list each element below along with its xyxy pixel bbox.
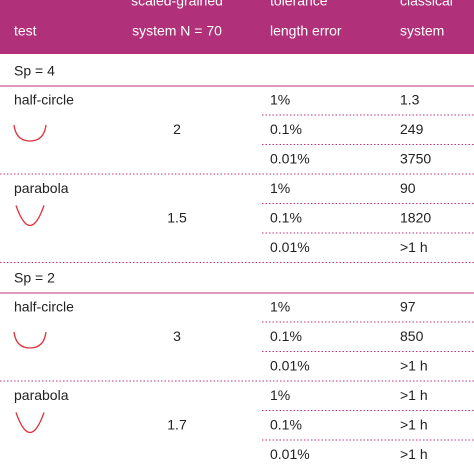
classical: 90 — [400, 180, 416, 196]
tolerance: 0.1% — [270, 328, 302, 344]
tolerance: 0.01% — [270, 446, 310, 462]
header-top: scaled-grained — [131, 0, 223, 9]
classical: 1820 — [400, 210, 431, 226]
test-name: half-circle — [14, 92, 74, 108]
classical: >1 h — [400, 446, 428, 462]
shape-icon — [15, 412, 45, 433]
header-top: tolerance — [270, 0, 328, 9]
tolerance: 1% — [270, 299, 290, 315]
tolerance: 0.01% — [270, 239, 310, 255]
header-band — [0, 0, 474, 54]
classical: 3750 — [400, 151, 431, 167]
test-name: parabola — [14, 180, 69, 196]
header-label: system — [400, 23, 444, 39]
middle-value: 1.7 — [167, 417, 187, 433]
shape-icon — [13, 331, 47, 349]
header-label: length error — [270, 23, 342, 39]
header-label: test — [14, 23, 37, 39]
classical: 1.3 — [400, 92, 420, 108]
classical: >1 h — [400, 358, 428, 374]
classical: 97 — [400, 299, 416, 315]
middle-value: 3 — [173, 328, 181, 344]
classical: >1 h — [400, 387, 428, 403]
tolerance: 1% — [270, 180, 290, 196]
shape-icon — [15, 205, 45, 226]
tolerance: 0.01% — [270, 151, 310, 167]
tolerance: 0.1% — [270, 417, 302, 433]
tolerance: 0.1% — [270, 210, 302, 226]
test-name: parabola — [14, 387, 69, 403]
section-label: Sp = 4 — [14, 63, 55, 79]
tolerance: 1% — [270, 92, 290, 108]
middle-value: 1.5 — [167, 210, 187, 226]
test-name: half-circle — [14, 299, 74, 315]
header-label: system N = 70 — [132, 23, 222, 39]
tolerance: 0.01% — [270, 358, 310, 374]
middle-value: 2 — [173, 121, 181, 137]
classical: >1 h — [400, 239, 428, 255]
classical: >1 h — [400, 417, 428, 433]
classical: 249 — [400, 121, 424, 137]
header-top: classical — [400, 0, 453, 9]
section-label: Sp = 2 — [14, 270, 55, 286]
classical: 850 — [400, 328, 424, 344]
tolerance: 1% — [270, 387, 290, 403]
shape-icon — [13, 124, 47, 142]
tolerance: 0.1% — [270, 121, 302, 137]
